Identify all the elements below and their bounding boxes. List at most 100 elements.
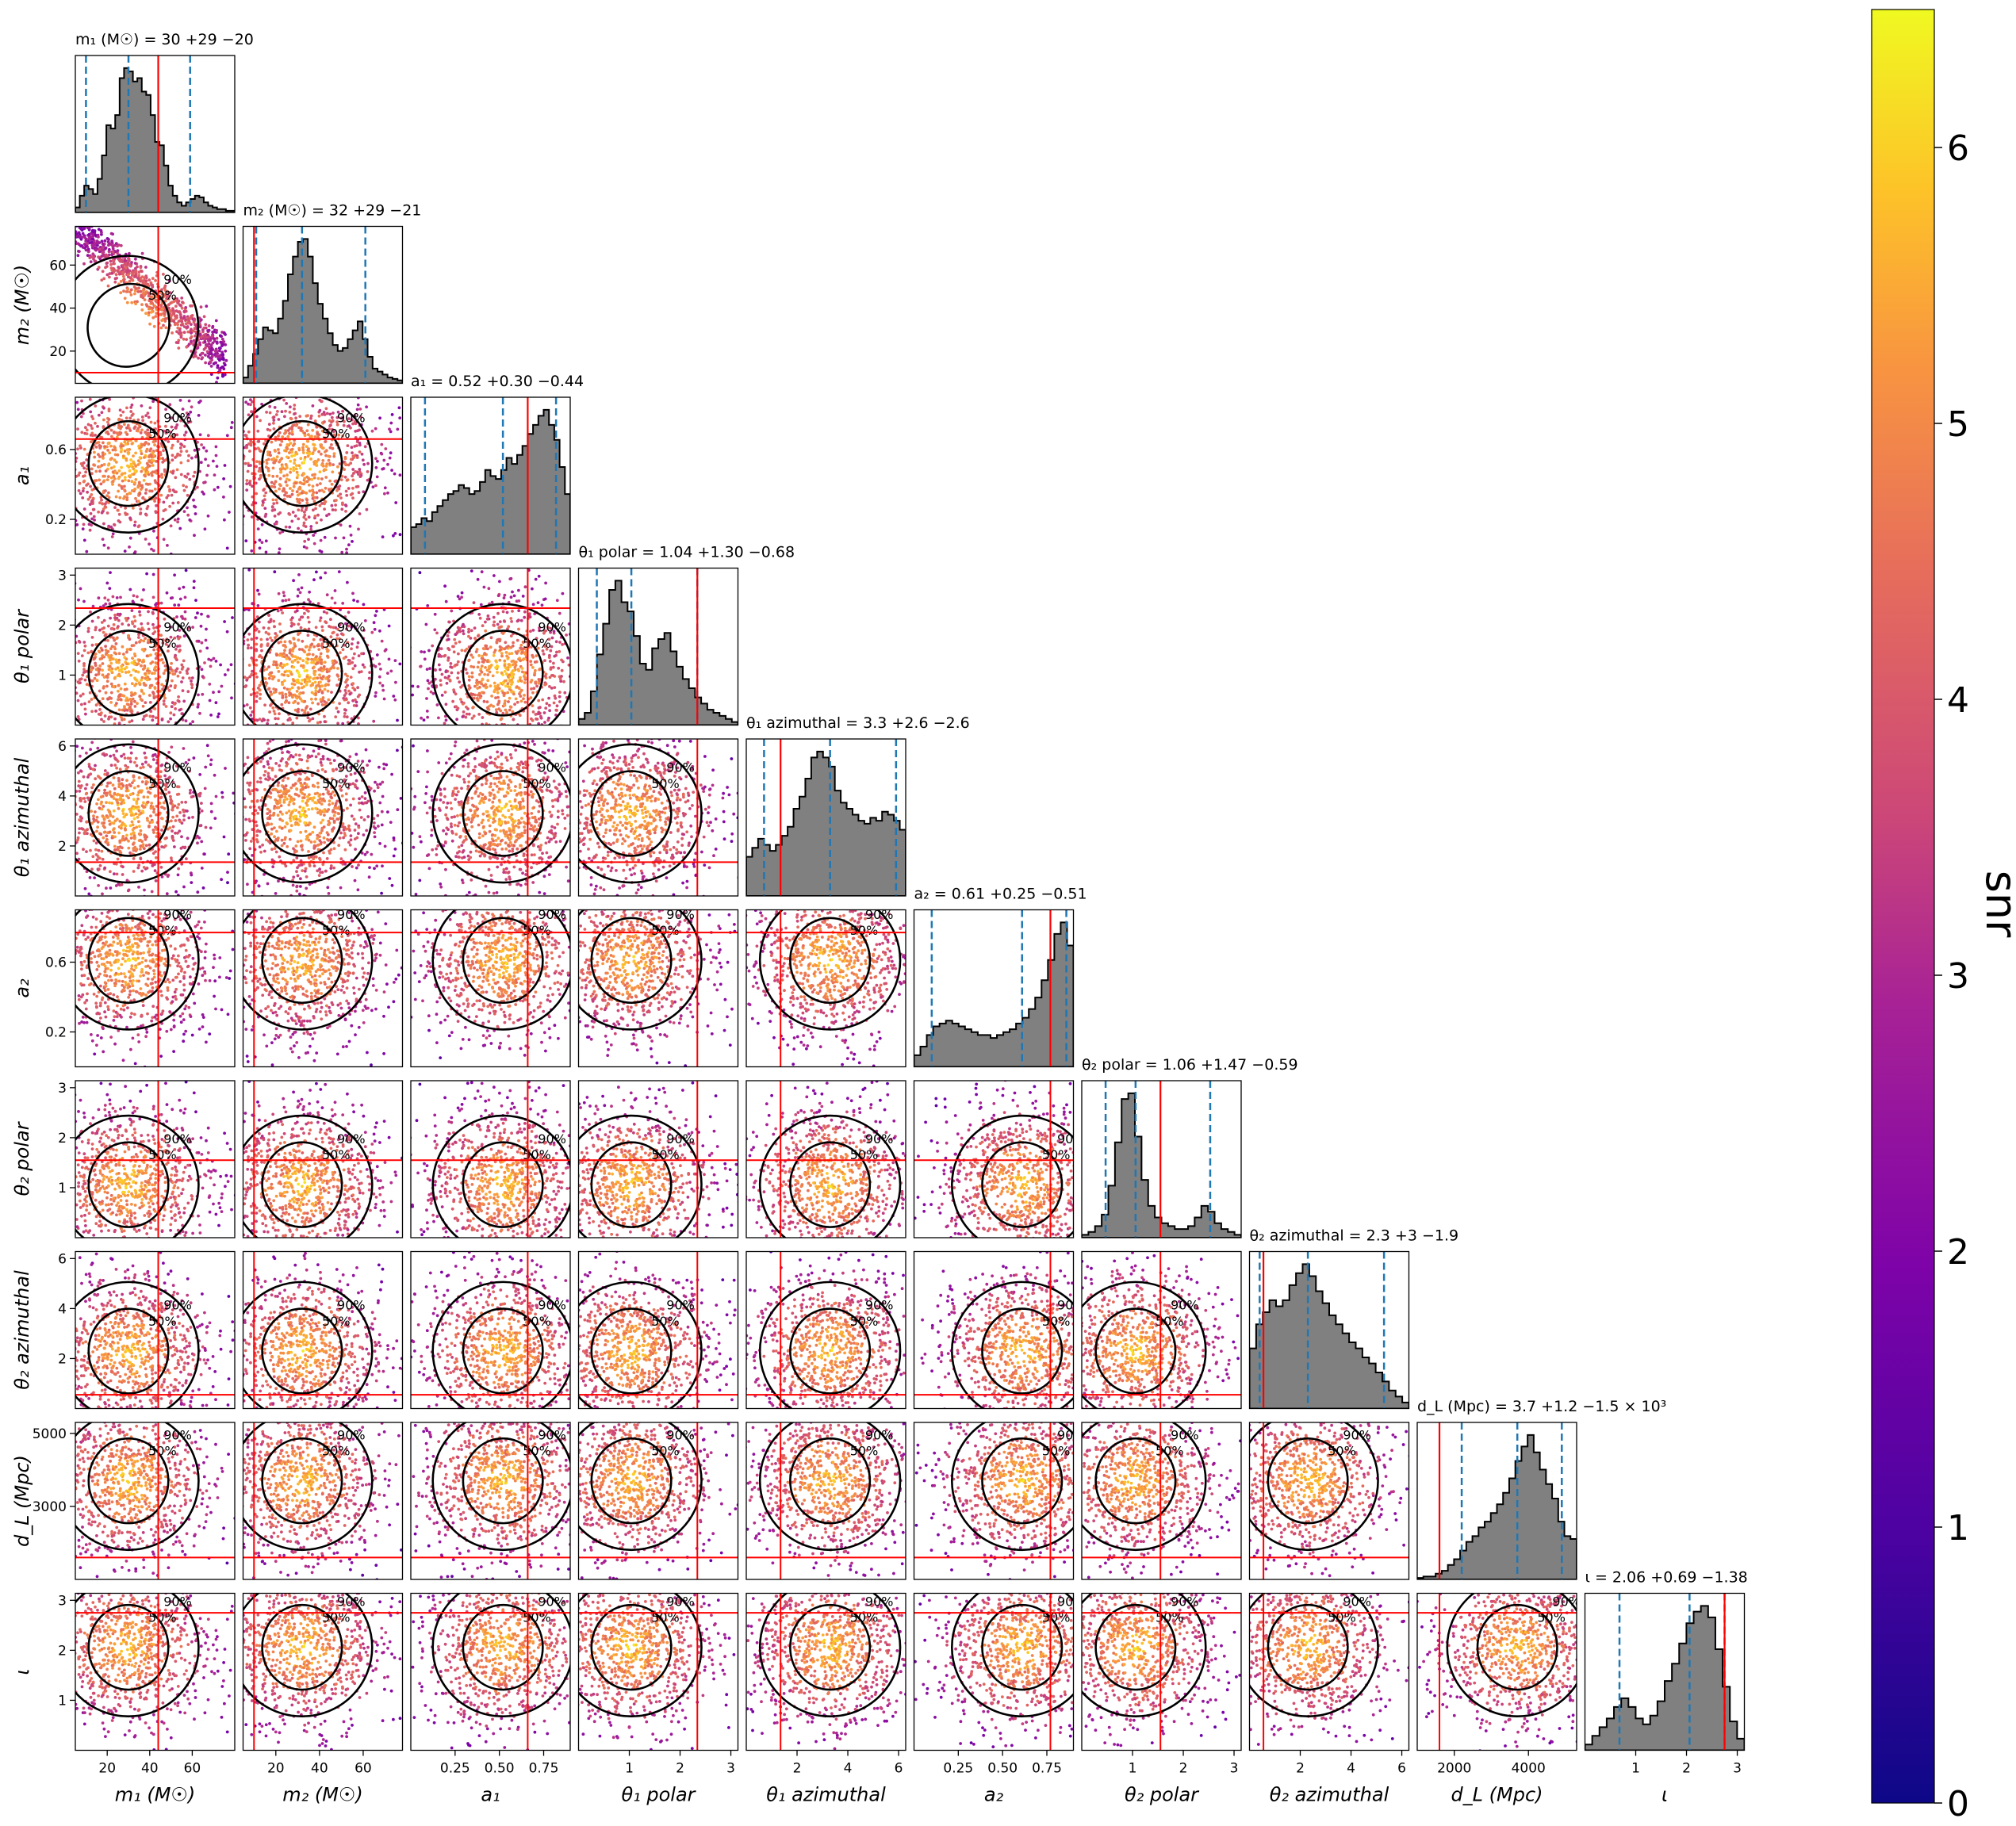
x-tick-label-a1-1: 0.50 xyxy=(485,1761,515,1777)
y-axis-label-m2: m₂ (M☉) xyxy=(11,265,33,346)
x-tick-label-dL-1: 4000 xyxy=(1512,1761,1546,1777)
y-tick-label-theta1p-1: 2 xyxy=(58,618,67,634)
scatter-points-a2-vs-m1 xyxy=(0,844,278,1085)
contour-label-dL-vs-m2-0: 50% xyxy=(322,1444,351,1459)
contour-label-theta1a-vs-theta1p-1: 90% xyxy=(666,760,695,775)
colorbar-gradient xyxy=(1872,10,1934,1803)
scatter-points-theta2p-vs-theta1p xyxy=(515,1009,770,1299)
scatter-panel-dL-vs-a2: 50%90% xyxy=(880,1365,1171,1606)
hist-panel-theta1p: θ₁ polar = 1.04 +1.30 −0.68 xyxy=(579,544,795,725)
contour-label-theta1p-vs-m2-0: 50% xyxy=(322,636,351,651)
x-tick-label-m2-2: 60 xyxy=(355,1761,372,1777)
y-axis-label-theta1a: θ₁ azimuthal xyxy=(11,757,33,877)
contour-label-dL-vs-theta1p-0: 50% xyxy=(651,1444,680,1459)
x-axis-label-theta1p: θ₁ polar xyxy=(621,1784,696,1806)
panel-title-dL: d_L (Mpc) = 3.7 +1.2 −1.5 × 10³ xyxy=(1417,1398,1666,1415)
contour-label-dL-vs-m2-1: 90% xyxy=(337,1427,366,1442)
y-axis-label-dL: d_L (Mpc) xyxy=(11,1455,33,1547)
panel-frame xyxy=(75,739,235,896)
hist-panel-theta2a: θ₂ azimuthal = 2.3 +3 −1.9 xyxy=(1250,1227,1459,1409)
contour-label-theta2a-vs-theta1p-1: 90% xyxy=(666,1298,695,1313)
y-tick-label-dL-1: 5000 xyxy=(33,1426,67,1442)
contour-label-iota-vs-theta1p-1: 90% xyxy=(666,1594,695,1609)
contour-label-theta1a-vs-m1-1: 90% xyxy=(163,760,192,775)
colorbar-tick-label-1: 1 xyxy=(1947,1508,1969,1548)
contour-label-theta2a-vs-theta1a-0: 50% xyxy=(850,1314,879,1329)
histogram-theta1a xyxy=(746,752,906,896)
contour-label-theta2p-vs-a2-1: 90% xyxy=(1057,1131,1086,1147)
x-tick-label-theta1a-0: 2 xyxy=(793,1761,802,1777)
colorbar-tick-label-5: 5 xyxy=(1947,404,1969,445)
contour-label-a2-vs-m2-0: 50% xyxy=(322,923,351,938)
contour-label-dL-vs-m1-1: 90% xyxy=(163,1427,192,1442)
scatter-points-theta2p-vs-a1 xyxy=(377,1027,621,1325)
x-tick-label-a2-2: 0.75 xyxy=(1032,1761,1062,1777)
x-tick-label-m1-2: 60 xyxy=(184,1761,201,1777)
x-tick-label-theta2p-0: 1 xyxy=(1129,1761,1137,1777)
x-tick-label-m2-0: 20 xyxy=(267,1761,285,1777)
x-tick-label-iota-2: 3 xyxy=(1733,1761,1742,1777)
x-tick-label-dL-0: 2000 xyxy=(1437,1761,1471,1777)
contour-label-theta1a-vs-m2-1: 90% xyxy=(337,760,366,775)
y-tick-label-m2-0: 20 xyxy=(49,344,67,360)
y-tick-label-a1-1: 0.6 xyxy=(45,442,67,458)
scatter-points-a1-vs-m1 xyxy=(0,316,289,591)
y-tick-label-iota-0: 1 xyxy=(58,1693,67,1709)
x-tick-label-a1-0: 0.25 xyxy=(440,1761,470,1777)
panel-title-a1: a₁ = 0.52 +0.30 −0.44 xyxy=(411,373,584,390)
x-tick-label-m1-1: 40 xyxy=(141,1761,159,1777)
x-tick-label-m1-0: 20 xyxy=(98,1761,116,1777)
colorbar-tick-label-3: 3 xyxy=(1947,956,1969,997)
contour-label-theta1a-vs-m1-0: 50% xyxy=(148,776,177,791)
contour-label-theta1p-vs-m1-0: 50% xyxy=(148,636,177,651)
x-tick-label-theta1a-2: 6 xyxy=(895,1761,903,1777)
contour-label-theta2a-vs-m2-1: 90% xyxy=(337,1298,366,1313)
contour-label-dL-vs-theta2a-0: 50% xyxy=(1328,1444,1356,1459)
x-tick-label-theta2a-1: 4 xyxy=(1347,1761,1355,1777)
contour-label-theta2a-vs-theta1a-1: 90% xyxy=(865,1298,894,1313)
colorbar-label: snr xyxy=(1976,871,2016,938)
scatter-points-iota-vs-m2 xyxy=(186,1522,481,1768)
contour-label-theta1a-vs-a1-1: 90% xyxy=(538,760,566,775)
contour-label-dL-vs-theta1p-1: 90% xyxy=(666,1427,695,1442)
panel-title-iota: ι = 2.06 +0.69 −1.38 xyxy=(1585,1569,1748,1587)
scatter-points-iota-vs-theta2p xyxy=(1021,1526,1255,1784)
x-tick-label-iota-0: 1 xyxy=(1631,1761,1640,1777)
panel-title-theta2a: θ₂ azimuthal = 2.3 +3 −1.9 xyxy=(1250,1227,1459,1245)
y-tick-label-theta2a-0: 2 xyxy=(58,1351,67,1367)
contour-label-theta2p-vs-m1-1: 90% xyxy=(163,1131,192,1147)
y-tick-label-a1-0: 0.2 xyxy=(45,512,67,528)
y-tick-label-iota-2: 3 xyxy=(58,1593,67,1609)
x-axis-label-iota: ι xyxy=(1661,1784,1668,1806)
panel-title-m2: m₂ (M☉) = 32 +29 −21 xyxy=(243,202,422,220)
histogram-m1 xyxy=(75,68,235,212)
contour-label-a1-vs-m1-1: 90% xyxy=(163,410,192,425)
x-tick-label-m2-1: 40 xyxy=(311,1761,328,1777)
y-tick-label-a2-1: 0.6 xyxy=(45,955,67,971)
y-axis-label-iota: ι xyxy=(11,1668,33,1675)
contour-label-m2-vs-m1-1: 90% xyxy=(163,272,192,287)
panel-frame xyxy=(746,910,906,1067)
y-tick-label-theta1p-0: 1 xyxy=(58,668,67,683)
scatter-panel-a1-vs-m1: 50%90%0.20.6a₁ xyxy=(0,316,289,591)
hist-panel-theta2p: θ₂ polar = 1.06 +1.47 −0.59 xyxy=(1082,1056,1298,1238)
scatter-panel-theta2p-vs-m2: 50%90% xyxy=(178,1070,420,1382)
contour-label-theta2a-vs-m2-0: 50% xyxy=(322,1314,351,1329)
contour-label-dL-vs-a2-1: 90% xyxy=(1057,1427,1086,1442)
y-tick-label-theta2p-1: 2 xyxy=(58,1131,67,1147)
y-tick-label-a2-0: 0.2 xyxy=(45,1025,67,1041)
contour-label-iota-vs-a1-1: 90% xyxy=(538,1594,566,1609)
y-axis-label-a1: a₁ xyxy=(11,466,33,485)
scatter-points-theta1a-vs-theta1p xyxy=(509,697,765,935)
x-tick-label-theta1a-1: 4 xyxy=(844,1761,853,1777)
contour-label-theta1p-vs-a1-1: 90% xyxy=(538,620,566,635)
histogram-dL xyxy=(1417,1435,1577,1579)
contour-label-theta2p-vs-theta1a-1: 90% xyxy=(865,1131,894,1147)
x-tick-label-a2-1: 0.50 xyxy=(987,1761,1018,1777)
y-tick-label-theta1p-2: 3 xyxy=(58,568,67,584)
x-tick-label-a1-2: 0.75 xyxy=(529,1761,559,1777)
y-axis-label-theta2p: θ₂ polar xyxy=(11,1120,33,1196)
